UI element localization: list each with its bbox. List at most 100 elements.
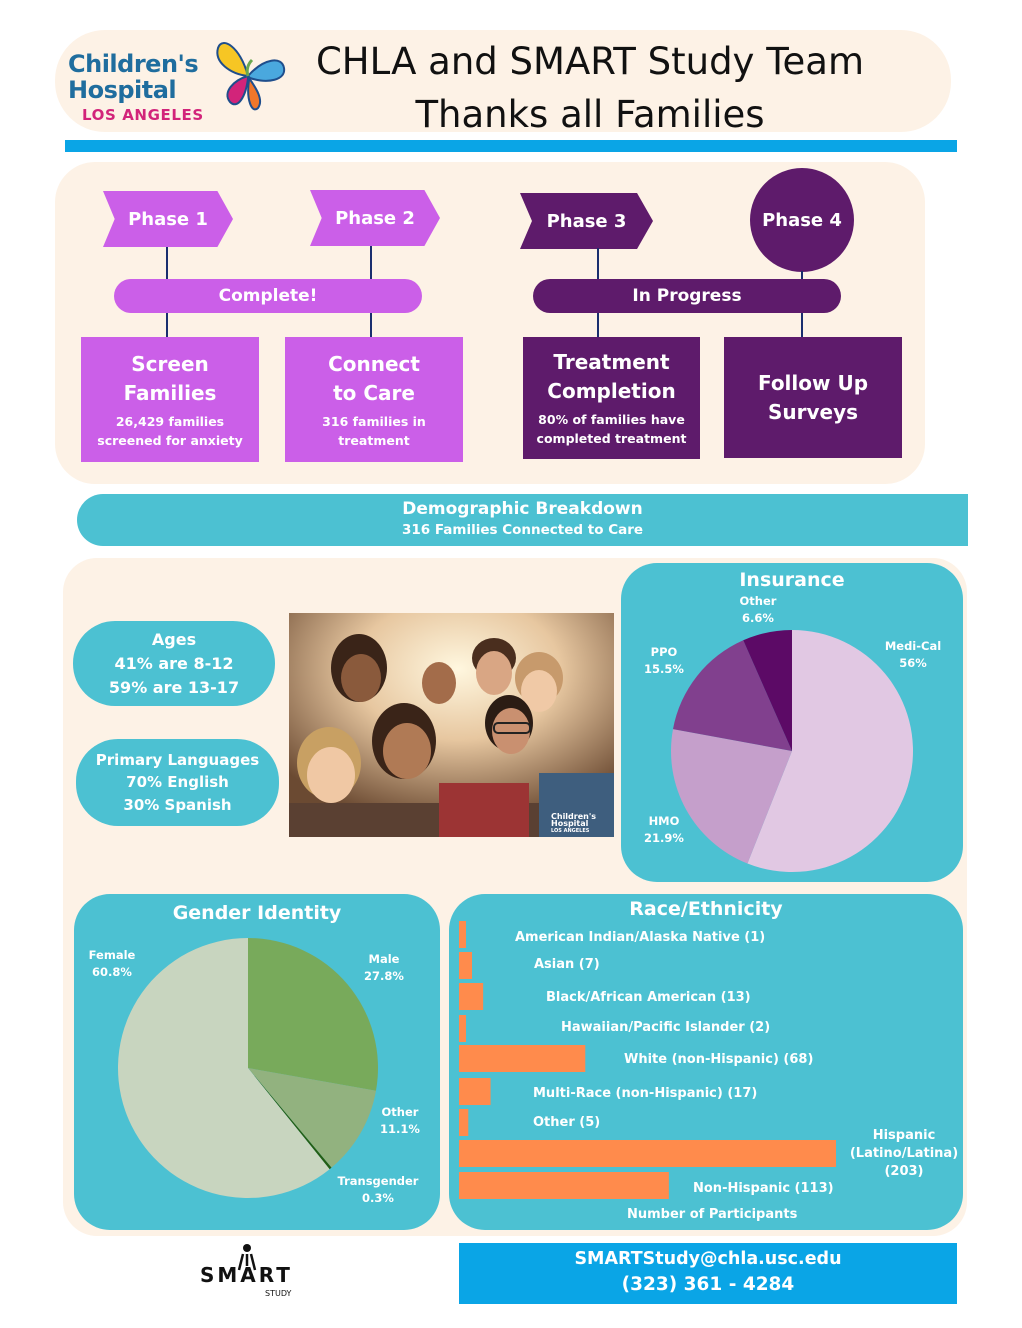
contact-phone[interactable]: (323) 361 - 4284: [621, 1274, 795, 1295]
languages-line2: 30% Spanish: [123, 795, 232, 814]
box-sub-line1: 316 families in: [322, 413, 426, 429]
slice-value: 27.8%: [364, 969, 404, 983]
demographics-subtitle: 316 Families Connected to Care: [401, 522, 644, 538]
race-label: White (non-Hispanic) (68): [624, 1052, 814, 1067]
race-label: Non-Hispanic (113): [693, 1181, 834, 1196]
box-title-line1: Treatment: [553, 350, 670, 374]
group-photo-image: Children's Hospital LOS ANGELES: [289, 613, 614, 837]
logo-text-line1: Children's: [68, 50, 199, 78]
race-label: American Indian/Alaska Native (1): [515, 930, 766, 945]
phase2-label: Phase 2: [335, 207, 415, 229]
gender-slice-other: [248, 1068, 376, 1168]
race-label: Hawaiian/Pacific Islander (2): [561, 1020, 771, 1035]
gender-slice-transgender: [248, 1068, 332, 1170]
box-title-line2: Surveys: [767, 399, 859, 424]
box-subtitle: 80% of families have completed treatment: [537, 410, 687, 448]
page-title: CHLA and SMART Study Team Thanks all Fam…: [290, 35, 890, 141]
in-progress-pill: In Progress: [533, 279, 841, 313]
connector-line: [801, 271, 803, 279]
logo-text-line2: Hospital: [68, 76, 177, 104]
insurance-label-hmo: HMO 21.9%: [639, 813, 689, 847]
connector-line: [370, 246, 372, 279]
insurance-title: Insurance: [739, 569, 845, 591]
connector-line: [597, 248, 599, 279]
gender-label-male: Male 27.8%: [359, 951, 409, 985]
phase1-label: Phase 1: [128, 208, 208, 230]
race-label: Asian (7): [534, 957, 600, 972]
ages-line2: 59% are 13-17: [108, 677, 240, 697]
languages-title: Primary Languages: [95, 750, 260, 769]
box-sub-line2: treatment: [338, 432, 410, 448]
insurance-slice-ppo: [673, 640, 792, 751]
complete-pill: Complete!: [114, 279, 422, 313]
smart-logo-icon: SMART STUDY: [200, 1244, 293, 1298]
complete-label: Complete!: [218, 286, 318, 306]
insurance-label-ppo: PPO 15.5%: [639, 644, 689, 678]
butterfly-logo-icon: [216, 42, 286, 111]
gender-slice-female: [118, 938, 330, 1198]
box-title-line2: Completion: [547, 379, 676, 403]
slice-value: 15.5%: [644, 662, 684, 676]
slice-name: HMO: [648, 814, 680, 828]
race-label: Other (5): [533, 1115, 601, 1130]
gender-slice-male: [248, 938, 379, 1091]
race-bar: [459, 1140, 836, 1167]
box-sub-line1: 80% of families have: [538, 412, 685, 427]
ages-title: Ages: [151, 629, 197, 649]
slice-name: Medi-Cal: [884, 639, 942, 653]
race-bar-chart: [459, 921, 836, 1199]
race-bar: [459, 1015, 466, 1042]
race-bar: [459, 952, 472, 979]
insurance-slice-other: [743, 630, 792, 751]
box-subtitle: 316 families in treatment: [322, 412, 426, 450]
smart-logo-sub: STUDY: [265, 1289, 292, 1298]
insurance-slice-medi-cal: [747, 630, 913, 872]
connector-line: [801, 313, 803, 337]
screen-families-box: Screen Families 26,429 families screened…: [81, 337, 259, 462]
box-title-line2: Families: [123, 380, 217, 405]
race-bar: [459, 1172, 669, 1199]
chla-logo: Children's Hospital LOS ANGELES: [62, 36, 287, 128]
insurance-label-medi-cal: Medi-Cal 56%: [883, 638, 943, 672]
box-title-line1: Connect: [328, 351, 420, 376]
race-panel: Race/Ethnicity American Indian/Alaska Na…: [449, 894, 963, 1230]
phase4-circle: Phase 4: [750, 168, 854, 272]
slice-name: Male: [368, 952, 400, 966]
title-line1: CHLA and SMART Study Team: [315, 40, 865, 83]
race-x-axis-label: Number of Participants: [627, 1207, 798, 1222]
contact-email[interactable]: SMARTStudy@chla.usc.edu: [574, 1249, 842, 1269]
demographics-title: Demographic Breakdown: [402, 499, 643, 519]
treatment-completion-box: Treatment Completion 80% of families hav…: [523, 337, 700, 459]
slice-value: 21.9%: [644, 831, 684, 845]
race-label: Black/African American (13): [546, 990, 751, 1005]
insurance-panel: Insurance Medi-Cal 56% HMO 21.9% PPO 15.…: [621, 563, 963, 882]
photo-watermark-line3: LOS ANGELES: [551, 828, 590, 834]
photo-watermark-line1: Children's: [551, 812, 596, 821]
race-bar: [459, 1045, 586, 1072]
slice-name: Other: [381, 1105, 419, 1119]
gender-label-other: Other 11.1%: [374, 1104, 426, 1138]
race-label: Multi-Race (non-Hispanic) (17): [533, 1086, 758, 1101]
photo-watermark-line2: Hospital: [551, 819, 589, 828]
race-bar: [459, 1109, 469, 1136]
slice-value: 6.6%: [742, 611, 774, 625]
insurance-slice-hmo: [671, 729, 792, 864]
slice-value: 0.3%: [362, 1191, 394, 1205]
smart-logo-word: SMART: [200, 1263, 293, 1287]
header-background: [55, 30, 951, 132]
slice-value: 11.1%: [380, 1122, 420, 1136]
gender-title: Gender Identity: [172, 902, 342, 924]
in-progress-label: In Progress: [632, 286, 742, 306]
box-title-line2: to Care: [333, 380, 415, 405]
box-subtitle: 26,429 families screened for anxiety: [97, 412, 242, 450]
race-bar: [459, 983, 484, 1010]
demographics-banner: Demographic Breakdown 316 Families Conne…: [77, 494, 968, 546]
race-bar: [459, 921, 466, 948]
follow-up-surveys-box: Follow Up Surveys: [724, 337, 902, 458]
box-sub-line2: completed treatment: [536, 431, 687, 446]
connector-line: [370, 313, 372, 337]
phase3-chevron: Phase 3: [520, 193, 653, 249]
connector-line: [597, 313, 599, 337]
phase4-label: Phase 4: [762, 209, 842, 231]
languages-pill: Primary Languages 70% English 30% Spanis…: [76, 739, 279, 826]
